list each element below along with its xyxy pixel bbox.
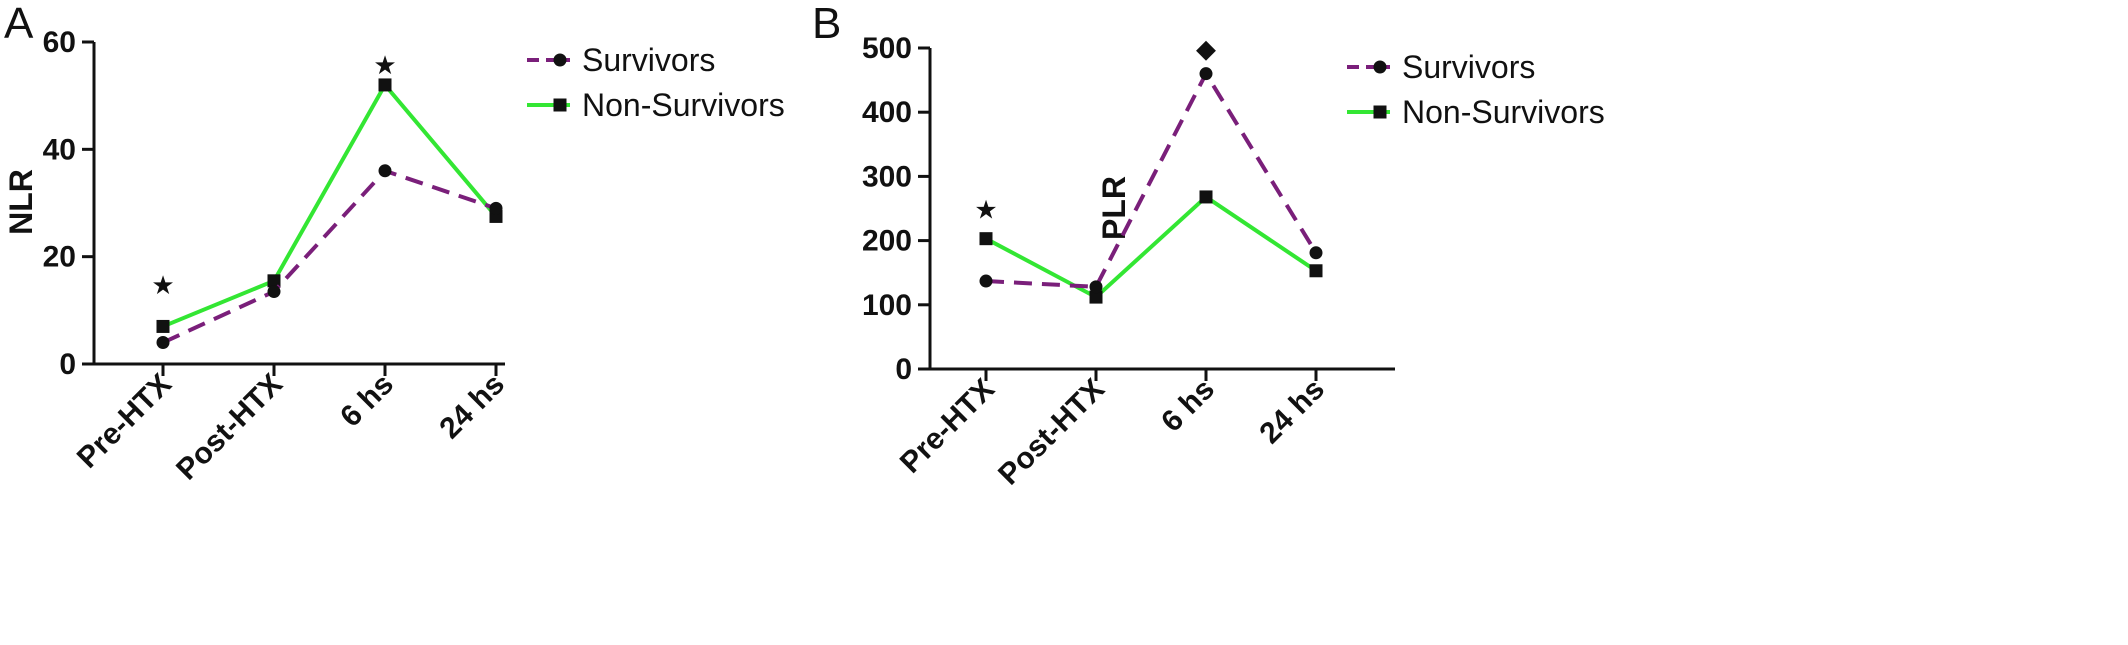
panel-a-point-survivors [267,285,281,299]
panel-b-y-tick-label: 200 [862,225,912,258]
panel-b-point-survivors [1199,67,1213,81]
panel-b-significance-marker: ★ [974,195,997,225]
panel-a-series-line-non-survivors [162,81,498,329]
panel-b-series [979,67,1323,304]
panel-b-point-survivors [979,274,993,288]
panel-b-point-non-survivors [1199,190,1213,204]
panel-b-y-tick-label: 300 [862,160,912,193]
panel-a-y-tick-label: 60 [43,26,76,59]
panel-a-x-tick-label: 24 hs [433,368,511,446]
panel-b-point-non-survivors [1309,264,1323,278]
panel-b-y-tick-label: 400 [862,96,912,129]
panel-a-annotations: ★★ [151,51,396,301]
panel-a-point-survivors [156,336,170,350]
panel-b-legend-label-survivors: Survivors [1402,49,1535,85]
panel-a-y-tick-label: 40 [43,133,76,166]
panel-b-annotations: ★◆ [974,34,1216,225]
panel-a-point-non-survivors [267,274,281,288]
panel-a-legend-label-non-survivors: Non-Survivors [582,87,785,123]
panel-a-x-tick-label: Pre-HTX [71,368,178,475]
panel-b-x-tick-label: 6 hs [1155,373,1221,439]
panel-b-x-tick-label: Pre-HTX [894,373,1001,480]
panel-a-legend-label-survivors: Survivors [582,42,715,78]
panel-a-series [156,78,503,350]
panel-a-series-line-survivors [162,168,497,345]
panel-a-legend-marker-non-survivors [553,98,567,112]
panel-a-point-survivors [378,164,392,178]
panel-b-series-line-non-survivors [985,194,1318,300]
panel-a-y-tick-label: 0 [59,348,76,381]
panel-b-point-non-survivors [979,232,993,246]
panel-a-significance-marker: ★ [151,271,174,301]
panel-a-point-non-survivors [156,319,170,333]
panel-a-legend: Survivors Non-Survivors [527,42,785,123]
panel-b-y-tick-label: 500 [862,32,912,65]
panel-a-x-tick-label: 6 hs [334,368,400,434]
panel-a-legend-marker-survivors [553,53,567,67]
panel-b-x-tick-label: 24 hs [1253,373,1331,451]
panel-b-legend-marker-survivors [1373,60,1387,74]
panel-a-point-survivors [489,201,503,215]
panel-b-axes [928,48,1395,371]
panel-a-y-axis-label: NLR [3,169,39,235]
panel-a-letter: A [4,0,34,48]
panel-b-point-non-survivors [1089,290,1103,304]
panel-b-series-line-survivors [985,69,1318,289]
panel-a-x-tick-label: Post-HTX [170,368,289,487]
panel-b-letter: B [812,0,841,48]
panel-b-legend-label-non-survivors: Non-Survivors [1402,94,1605,130]
panel-a-axes [92,42,505,366]
panel-b-y-tick-label: 0 [895,353,912,386]
panel-a-point-non-survivors [378,78,392,92]
panel-b-legend-marker-non-survivors [1373,105,1387,119]
panel-b-legend: Survivors Non-Survivors [1347,49,1605,130]
panel-b-significance-marker: ◆ [1196,34,1216,64]
panel-b-y-tick-label: 100 [862,289,912,322]
panel-a-y-tick-label: 20 [43,241,76,274]
panel-a-significance-marker: ★ [373,51,396,81]
panel-b-point-survivors [1089,280,1103,294]
panel-b-x-tick-label: Post-HTX [992,373,1111,492]
panel-b-point-survivors [1309,246,1323,260]
